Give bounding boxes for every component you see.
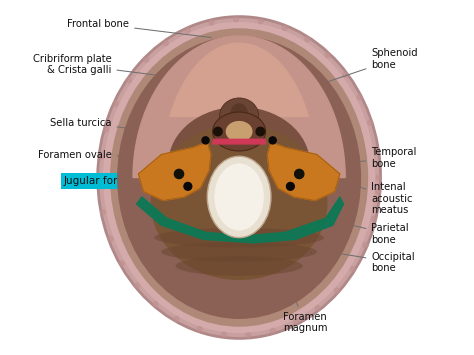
Text: Foramen ovale: Foramen ovale: [37, 149, 183, 159]
Polygon shape: [170, 43, 309, 116]
Circle shape: [374, 147, 379, 152]
Circle shape: [144, 57, 148, 62]
Circle shape: [305, 37, 310, 42]
Ellipse shape: [98, 17, 381, 338]
Text: Intenal
acoustic
meatus: Intenal acoustic meatus: [331, 177, 413, 215]
Ellipse shape: [214, 163, 264, 230]
Ellipse shape: [168, 107, 310, 220]
Circle shape: [363, 243, 368, 248]
Circle shape: [104, 127, 109, 132]
Circle shape: [163, 40, 168, 45]
Polygon shape: [213, 139, 265, 144]
Circle shape: [214, 127, 222, 136]
Ellipse shape: [213, 112, 265, 151]
Circle shape: [286, 182, 294, 190]
Circle shape: [256, 127, 264, 136]
Text: Occipital
bone: Occipital bone: [321, 250, 415, 273]
Circle shape: [221, 332, 226, 337]
Text: Parietal
bone: Parietal bone: [332, 220, 409, 245]
Circle shape: [372, 217, 376, 222]
Ellipse shape: [226, 121, 253, 142]
Ellipse shape: [103, 22, 375, 333]
Circle shape: [119, 261, 124, 266]
Text: Frontal bone: Frontal bone: [67, 19, 211, 38]
Text: Cribriform plate
& Crista galli: Cribriform plate & Crista galli: [33, 54, 193, 80]
Ellipse shape: [230, 103, 248, 125]
Polygon shape: [137, 197, 344, 243]
Circle shape: [135, 283, 140, 288]
Ellipse shape: [154, 228, 324, 247]
Circle shape: [246, 333, 251, 338]
Circle shape: [270, 328, 275, 333]
Circle shape: [295, 169, 304, 179]
Circle shape: [234, 17, 238, 22]
Ellipse shape: [207, 156, 271, 237]
Circle shape: [334, 288, 339, 293]
Text: Sella turcica: Sella turcica: [50, 118, 199, 137]
Ellipse shape: [161, 242, 317, 262]
Ellipse shape: [110, 28, 368, 327]
Circle shape: [376, 189, 381, 194]
Circle shape: [202, 137, 209, 144]
Circle shape: [325, 53, 330, 58]
Circle shape: [174, 169, 183, 179]
Circle shape: [100, 210, 105, 215]
Polygon shape: [138, 142, 211, 201]
Circle shape: [350, 267, 356, 272]
Circle shape: [174, 316, 179, 321]
Circle shape: [376, 175, 381, 180]
Circle shape: [315, 306, 320, 311]
Ellipse shape: [151, 125, 328, 280]
Circle shape: [185, 28, 190, 33]
Text: Foramen
magnum: Foramen magnum: [250, 200, 328, 333]
Ellipse shape: [219, 98, 259, 133]
Circle shape: [368, 120, 373, 125]
Circle shape: [282, 26, 287, 31]
Circle shape: [209, 20, 214, 25]
Circle shape: [357, 95, 362, 100]
Circle shape: [343, 72, 348, 77]
Text: Temporal
bone: Temporal bone: [327, 147, 417, 169]
Circle shape: [269, 137, 276, 144]
Text: Jugular foramen: Jugular foramen: [64, 176, 171, 186]
Circle shape: [97, 182, 102, 187]
Polygon shape: [267, 142, 340, 201]
Circle shape: [197, 327, 202, 332]
Circle shape: [108, 236, 113, 241]
Circle shape: [294, 320, 299, 324]
Ellipse shape: [117, 36, 361, 319]
Circle shape: [258, 19, 263, 24]
Text: Sphenoid
bone: Sphenoid bone: [314, 48, 418, 86]
Ellipse shape: [175, 256, 303, 276]
Polygon shape: [133, 36, 345, 178]
Circle shape: [113, 101, 118, 106]
Circle shape: [127, 78, 132, 83]
Circle shape: [153, 302, 158, 307]
Circle shape: [184, 182, 192, 190]
Circle shape: [98, 154, 103, 159]
